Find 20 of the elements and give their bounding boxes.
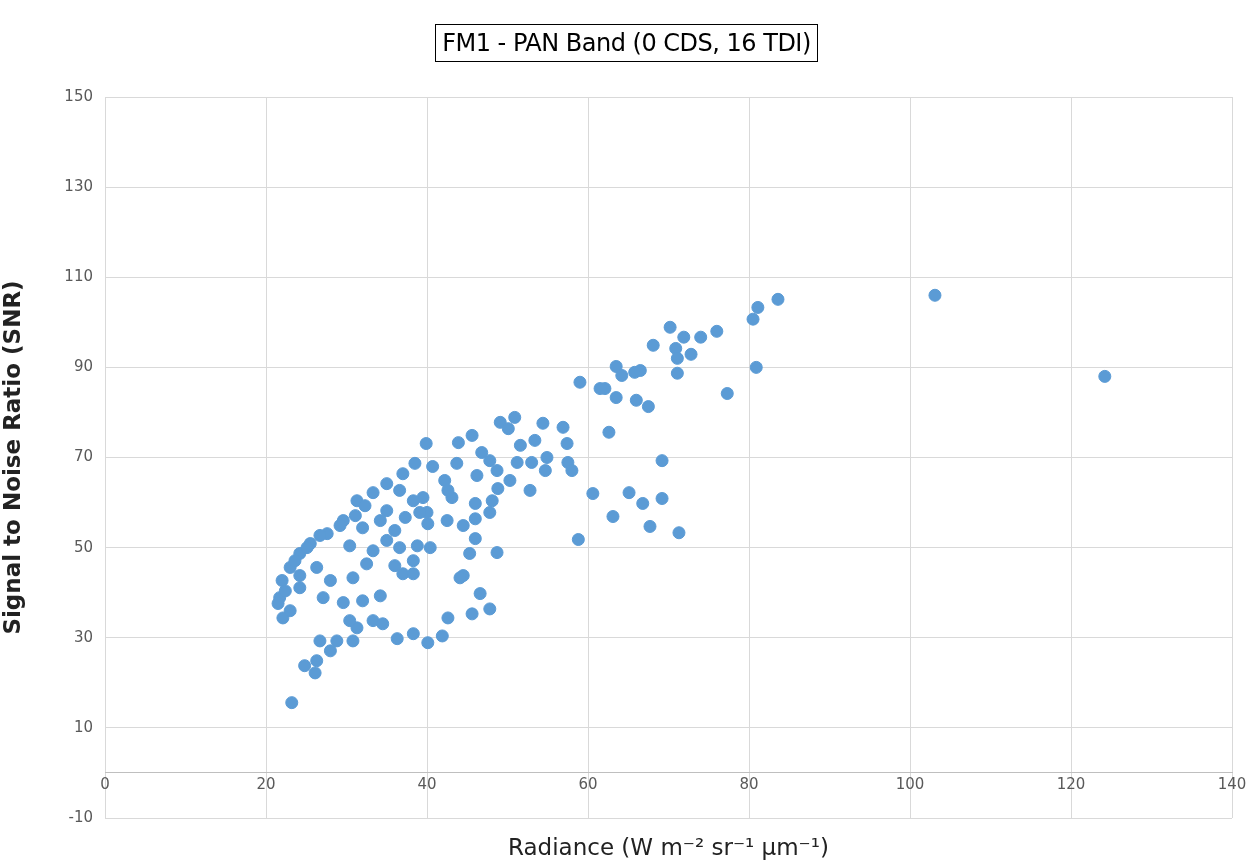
y-tick-label: 130 bbox=[64, 177, 93, 196]
x-tick-label: 80 bbox=[739, 774, 759, 793]
x-tick-label: 20 bbox=[256, 774, 276, 793]
x-tick-label: 0 bbox=[100, 774, 110, 793]
x-tick-label: 60 bbox=[578, 774, 598, 793]
x-tick-label: 40 bbox=[417, 774, 437, 793]
y-tick-label: 110 bbox=[64, 267, 93, 286]
x-tick-label: 100 bbox=[895, 774, 925, 793]
y-tick-label: 50 bbox=[73, 537, 93, 556]
y-tick-label: 150 bbox=[64, 86, 93, 105]
x-tick-label: 140 bbox=[1217, 774, 1247, 793]
y-axis-title: Signal to Noise Ratio (SNR) bbox=[0, 280, 25, 635]
y-tick-label: 30 bbox=[73, 627, 93, 646]
y-tick-label: 90 bbox=[73, 357, 93, 376]
y-tick-label: -10 bbox=[68, 807, 93, 826]
x-tick-label: 120 bbox=[1056, 774, 1086, 793]
y-tick-label: 10 bbox=[73, 717, 93, 736]
chart-title: FM1 - PAN Band (0 CDS, 16 TDI) bbox=[435, 24, 818, 62]
y-tick-label: 70 bbox=[73, 447, 93, 466]
x-axis-title: Radiance (W m⁻² sr⁻¹ μm⁻¹) bbox=[507, 834, 830, 860]
